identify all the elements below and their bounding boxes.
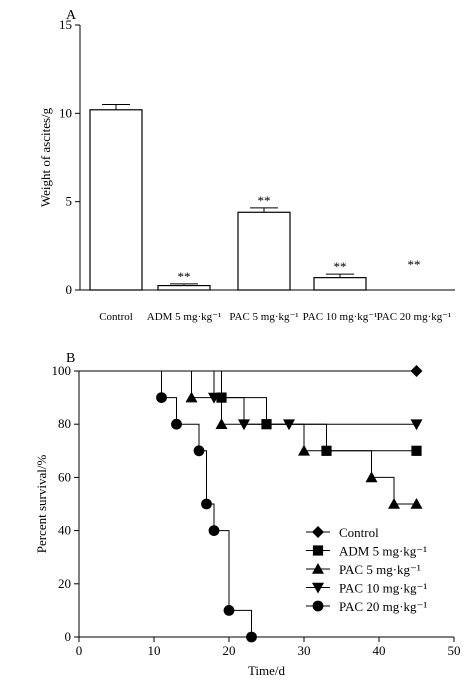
category-label: PAC 5 mg·kg⁻¹	[229, 311, 298, 323]
y-tick-label: 0	[66, 282, 73, 297]
series-2	[79, 370, 423, 509]
data-point	[156, 392, 167, 403]
data-point	[171, 418, 182, 430]
data-point	[193, 445, 205, 457]
series-line	[79, 370, 417, 452]
panel-a-bar-chart: A 0 5 10 15 Weight of ascites/g Control ** ADM 5…	[38, 8, 455, 323]
significance-marker: **	[408, 257, 421, 272]
x-tick-label: 10	[148, 643, 161, 658]
x-tick-label: 30	[298, 643, 311, 658]
data-point	[223, 605, 235, 616]
category-label: PAC 20 mg·kg⁻¹	[377, 311, 452, 323]
bar	[89, 109, 143, 291]
category-label: PAC 10 mg·kg⁻¹	[303, 311, 378, 323]
y-tick-label: 60	[58, 469, 71, 484]
legend-marker	[312, 600, 324, 612]
panel-b-survival-chart: B 0 20 40 60 80 100 0 10 20 30 40 50 Time/d Percent su…	[34, 351, 461, 678]
legend-entry: PAC 20 mg·kg⁻¹	[339, 599, 427, 614]
data-point	[238, 419, 250, 431]
x-tick-label: 0	[76, 643, 83, 658]
x-tick-label: 40	[373, 643, 386, 658]
data-point	[388, 498, 400, 509]
legend: Control ADM 5 mg·kg⁻¹ PAC 5 mg·kg⁻¹ PAC 10 …	[306, 525, 427, 614]
series-line	[79, 370, 417, 505]
y-axis-label: Percent survival/%	[34, 455, 49, 554]
category-label: Control	[99, 311, 133, 323]
series-3	[79, 370, 423, 431]
data-point	[298, 444, 310, 456]
significance-marker: **	[258, 193, 271, 208]
y-axis-label: Weight of ascites/g	[38, 107, 53, 207]
data-point	[215, 418, 228, 429]
legend-marker	[312, 563, 324, 574]
series-line	[79, 370, 252, 637]
significance-marker: **	[334, 259, 347, 274]
x-tick-label: 50	[448, 643, 461, 658]
data-point	[410, 365, 423, 377]
legend-marker	[312, 526, 324, 538]
x-axis-label: Time/d	[248, 663, 286, 678]
data-point	[208, 525, 220, 536]
significance-marker: **	[178, 269, 191, 284]
data-point	[201, 498, 212, 510]
x-tick-label: 20	[223, 643, 236, 658]
data-point	[365, 471, 378, 483]
bar	[157, 284, 211, 291]
legend-entry: PAC 5 mg·kg⁻¹	[339, 562, 421, 577]
data-point	[185, 391, 198, 403]
y-tick-label: 100	[52, 363, 72, 378]
legend-entry: Control	[339, 525, 379, 540]
series-4	[79, 370, 257, 643]
panel-a-label: A	[66, 8, 77, 23]
panel-b-label: B	[66, 351, 75, 366]
series-line	[79, 370, 417, 425]
bar	[313, 277, 367, 291]
legend-entry: ADM 5 mg·kg⁻¹	[339, 544, 427, 559]
data-point	[411, 445, 422, 456]
category-label: ADM 5 mg·kg⁻¹	[147, 311, 222, 323]
y-tick-label: 10	[59, 105, 72, 120]
legend-marker	[312, 582, 324, 594]
y-tick-label: 15	[59, 17, 72, 32]
y-tick-label: 40	[58, 523, 71, 538]
data-point	[246, 631, 257, 643]
y-tick-label: 5	[66, 194, 73, 209]
data-point	[283, 419, 295, 431]
series-1	[79, 370, 422, 456]
legend-entry: PAC 10 mg·kg⁻¹	[339, 581, 427, 596]
bar	[237, 211, 291, 291]
y-tick-label: 0	[65, 629, 72, 644]
y-tick-label: 80	[58, 416, 71, 431]
data-point	[410, 419, 423, 431]
legend-marker	[312, 545, 324, 556]
data-point	[208, 392, 220, 404]
data-point	[410, 498, 423, 509]
y-tick-label: 20	[58, 576, 71, 591]
